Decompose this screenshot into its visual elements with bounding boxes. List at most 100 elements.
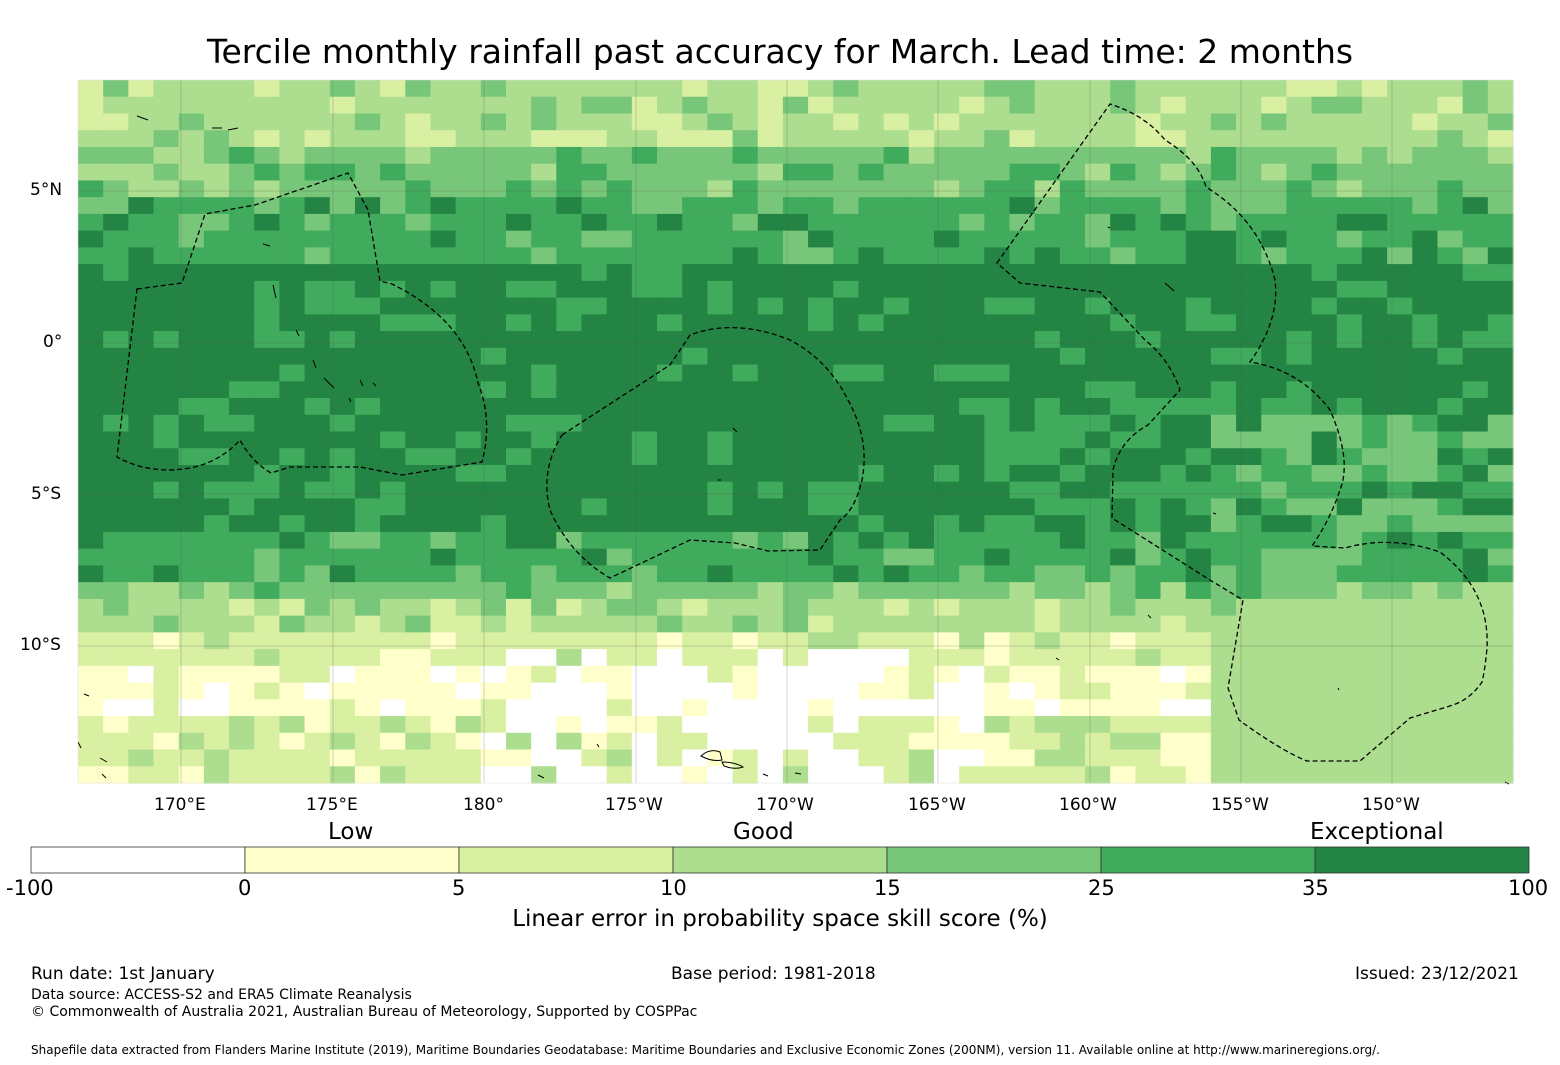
skill-cell <box>808 732 834 751</box>
skill-cell <box>1361 464 1388 483</box>
skill-cell <box>1336 213 1363 232</box>
skill-cell <box>1059 264 1086 282</box>
skill-cell <box>606 448 633 466</box>
skill-cell <box>833 732 860 751</box>
skill-cell <box>405 130 432 148</box>
skill-cell <box>1210 297 1237 315</box>
skill-cell <box>380 749 406 767</box>
skill-cell <box>1110 314 1136 332</box>
skill-cell <box>858 615 885 633</box>
skill-cell <box>908 649 935 667</box>
skill-cell <box>1185 347 1212 366</box>
skill-cell <box>782 732 809 751</box>
skill-cell <box>178 582 205 600</box>
skill-cell <box>405 749 432 767</box>
skill-cell <box>1085 280 1111 299</box>
skill-cell <box>1009 381 1036 399</box>
skill-cell <box>908 163 935 182</box>
skill-cell <box>1034 130 1061 148</box>
skill-cell <box>1009 96 1036 115</box>
skill-cell <box>808 615 834 633</box>
skill-cell <box>78 213 104 232</box>
skill-cell <box>1009 464 1036 483</box>
skill-cell <box>782 515 809 533</box>
skill-cell <box>959 531 985 550</box>
skill-cell <box>757 481 784 500</box>
skill-cell <box>1437 531 1464 550</box>
skill-cell <box>1085 80 1111 98</box>
skill-cell <box>103 414 129 433</box>
skill-cell <box>833 632 860 650</box>
skill-cell <box>631 364 658 382</box>
skill-cell <box>1311 732 1338 751</box>
skill-cell <box>808 498 834 516</box>
skill-cell <box>808 464 834 483</box>
skill-cell <box>279 280 306 299</box>
skill-cell <box>1462 163 1489 182</box>
skill-cell <box>304 264 331 282</box>
skill-cell <box>1487 515 1514 533</box>
skill-cell <box>1437 213 1464 232</box>
skill-cell <box>103 515 129 533</box>
lon-label-165w: 165°W <box>908 795 966 815</box>
skill-cell <box>757 180 784 198</box>
skill-cell <box>1412 649 1439 667</box>
skill-cell <box>1236 398 1262 416</box>
skill-cell <box>455 364 482 382</box>
skill-cell <box>455 96 482 115</box>
skill-cell <box>782 716 809 734</box>
skill-cell <box>606 464 633 483</box>
skill-cell <box>354 565 381 583</box>
skill-cell <box>128 247 155 265</box>
skill-cell <box>1085 531 1111 550</box>
skill-cell <box>1210 515 1237 533</box>
skill-cell <box>1135 481 1162 500</box>
skill-cell <box>908 113 935 131</box>
skill-cell <box>254 347 281 366</box>
skill-cell <box>380 280 406 299</box>
skill-cell <box>1286 548 1313 567</box>
skill-cell <box>757 96 784 115</box>
skill-cell <box>808 314 834 332</box>
skill-cell <box>959 682 985 700</box>
skill-cell <box>933 314 960 332</box>
skill-cell <box>1059 665 1086 684</box>
skill-cell <box>1085 448 1111 466</box>
skill-cell <box>606 213 633 232</box>
skill-cell <box>254 682 281 700</box>
skill-cell <box>1085 96 1111 115</box>
skill-cell <box>1462 665 1489 684</box>
skill-cell <box>153 280 180 299</box>
skill-cell <box>1135 80 1162 98</box>
skill-cell <box>480 682 507 700</box>
skill-cell <box>380 381 406 399</box>
skill-cell <box>1487 632 1514 650</box>
skill-cell <box>254 665 281 684</box>
colorbar-segment <box>1100 846 1316 874</box>
eez-boundary-tuvalu <box>116 172 488 476</box>
skill-cell <box>128 699 155 717</box>
skill-cell <box>1387 163 1413 182</box>
skill-cell <box>959 598 985 617</box>
skill-cell <box>103 481 129 500</box>
skill-cell <box>682 96 708 115</box>
skill-cell <box>329 498 356 516</box>
skill-cell <box>757 598 784 617</box>
skill-cell <box>581 96 608 115</box>
skill-cell <box>1387 347 1413 366</box>
skill-cell <box>707 665 734 684</box>
skill-cell <box>405 230 432 248</box>
skill-cell <box>556 197 583 215</box>
skill-cell <box>103 230 129 248</box>
skill-cell <box>883 515 910 533</box>
skill-cell <box>1034 297 1061 315</box>
skill-cell <box>1437 398 1464 416</box>
skill-cell <box>1236 682 1262 700</box>
skill-cell <box>304 398 331 416</box>
skill-cell <box>732 297 759 315</box>
skill-cell <box>782 749 809 767</box>
skill-cell <box>78 515 104 533</box>
skill-cell <box>229 665 255 684</box>
skill-cell <box>1336 598 1363 617</box>
skill-cell <box>581 548 608 567</box>
